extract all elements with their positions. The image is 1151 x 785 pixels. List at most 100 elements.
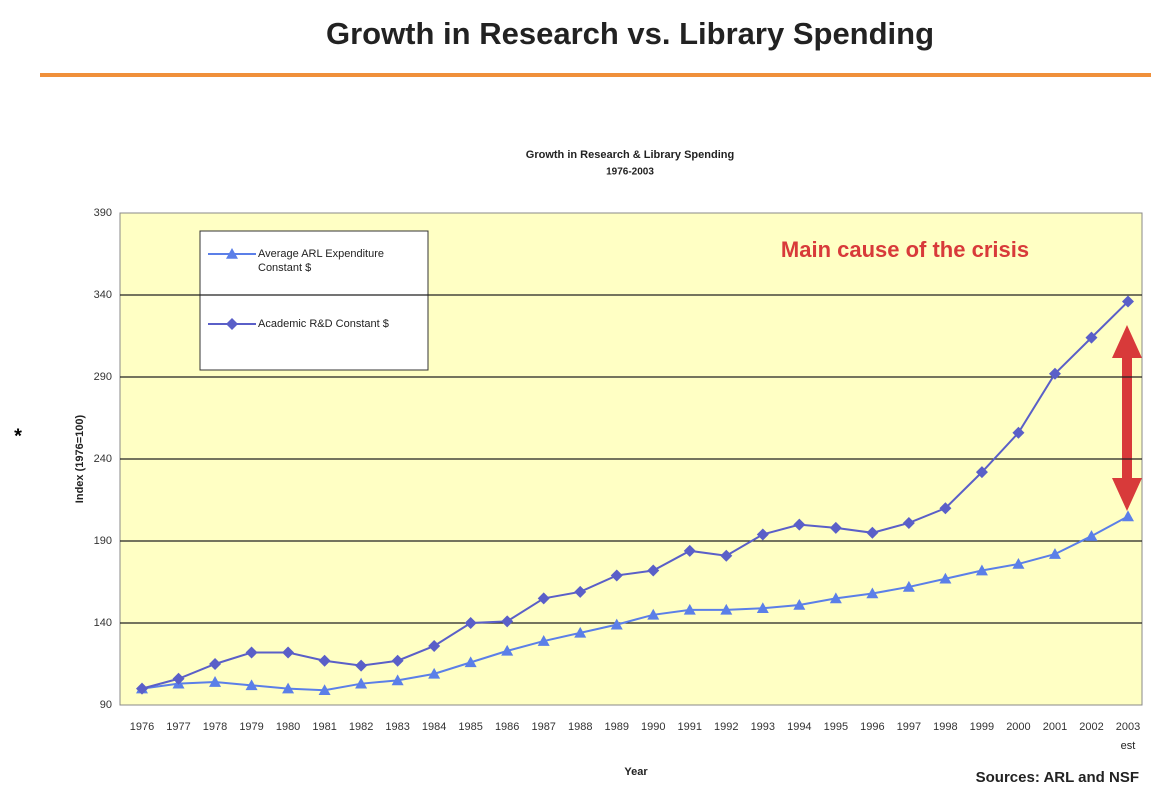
legend-label: Academic R&D Constant $ <box>258 318 389 330</box>
x-tick-label: 1989 <box>604 721 628 733</box>
series-marker <box>574 585 587 598</box>
y-tick-label: 140 <box>94 617 112 629</box>
series-marker <box>975 564 988 576</box>
category-note: est <box>1121 740 1136 752</box>
series-marker <box>793 598 806 610</box>
x-tick-label: 1978 <box>203 721 227 733</box>
y-tick-label: 240 <box>94 453 112 465</box>
gap-arrow <box>1112 325 1142 511</box>
series-marker <box>1048 367 1061 380</box>
series-marker <box>209 676 222 687</box>
x-axis-label: Year <box>624 766 648 778</box>
series-marker <box>428 639 441 652</box>
x-tick-label: 1984 <box>422 721 446 733</box>
series-marker <box>537 635 550 646</box>
series-marker <box>574 626 587 638</box>
series-marker <box>391 654 404 667</box>
series-marker <box>1085 530 1098 541</box>
series-marker <box>1122 295 1134 308</box>
series-marker <box>683 544 696 557</box>
series-marker <box>756 528 769 541</box>
series-marker <box>610 569 623 582</box>
x-tick-label: 1977 <box>166 721 190 733</box>
source: Sources: ARL and NSF <box>976 769 1139 785</box>
series-marker <box>720 549 733 562</box>
x-tick-label: 1995 <box>824 721 848 733</box>
series-marker <box>282 646 295 659</box>
series-marker <box>355 677 368 689</box>
y-tick-label: 340 <box>94 289 112 301</box>
chart-subtitle: 1976-2003 <box>606 167 654 178</box>
x-tick-label: 1987 <box>531 721 555 733</box>
x-tick-label: 1988 <box>568 721 592 733</box>
series-marker <box>537 592 550 605</box>
slide-title: Growth in Research vs. Library Spending <box>326 16 934 51</box>
series-marker <box>172 672 185 685</box>
y-axis-label: Index (1976=100) <box>74 414 86 503</box>
series-marker <box>866 587 879 599</box>
series-marker <box>501 615 514 628</box>
y-tick-label: 190 <box>94 535 112 547</box>
series-marker <box>501 644 514 656</box>
series-marker <box>318 654 331 667</box>
series-marker <box>829 592 842 604</box>
x-tick-label: 1982 <box>349 721 373 733</box>
legend-marker <box>226 318 238 330</box>
x-tick-label: 2000 <box>1006 721 1030 733</box>
x-tick-label: 1999 <box>970 721 994 733</box>
series-line <box>141 515 1129 692</box>
series-marker <box>136 682 148 695</box>
x-tick-label: 1991 <box>678 721 702 733</box>
legend-label: Average ARL Expenditure Constant $ <box>258 248 384 274</box>
series-marker <box>428 667 441 679</box>
series-marker <box>720 603 733 615</box>
series-marker <box>902 580 915 592</box>
annotation: Main cause of the crisis <box>781 237 1029 262</box>
series-marker <box>1122 510 1134 522</box>
series-marker <box>282 682 295 694</box>
x-tick-label: 1986 <box>495 721 519 733</box>
series-marker <box>245 679 258 691</box>
series-marker <box>1012 426 1025 439</box>
series-marker <box>391 674 404 686</box>
y-tick-label: 90 <box>100 699 112 711</box>
x-tick-label: 1993 <box>751 721 775 733</box>
slide-note: * <box>14 425 22 447</box>
series-marker <box>464 656 477 668</box>
series-marker <box>318 684 331 696</box>
legend-marker <box>226 248 238 259</box>
series-marker <box>683 603 696 615</box>
series-line <box>141 300 1129 690</box>
series-marker <box>355 659 368 672</box>
series-marker <box>1085 331 1098 344</box>
series-marker <box>829 521 842 534</box>
series-marker <box>939 572 952 584</box>
x-tick-label: 1980 <box>276 721 300 733</box>
x-tick-label: 2001 <box>1043 721 1067 733</box>
series-marker <box>756 602 769 614</box>
x-tick-label: 1983 <box>385 721 409 733</box>
chart-title: Growth in Research & Library Spending <box>526 149 734 161</box>
series-marker <box>866 526 879 539</box>
x-tick-label: 1994 <box>787 721 811 733</box>
x-tick-label: 1976 <box>130 721 154 733</box>
series-marker <box>464 617 477 629</box>
series-marker <box>975 466 988 479</box>
x-tick-label: 1996 <box>860 721 884 733</box>
series-marker <box>610 618 623 630</box>
x-tick-label: 1997 <box>897 721 921 733</box>
x-tick-label: 2002 <box>1079 721 1103 733</box>
x-tick-label: 1985 <box>458 721 482 733</box>
series-marker <box>902 516 915 529</box>
series-marker <box>1048 548 1061 559</box>
series-marker <box>939 502 952 515</box>
x-tick-label: 1979 <box>239 721 263 733</box>
title-rule <box>40 73 1151 77</box>
x-tick-label: 1981 <box>312 721 336 733</box>
series-marker <box>793 518 806 531</box>
series-marker <box>647 564 660 577</box>
series-marker <box>245 646 258 659</box>
x-tick-label: 1990 <box>641 721 665 733</box>
series-marker <box>647 608 660 620</box>
